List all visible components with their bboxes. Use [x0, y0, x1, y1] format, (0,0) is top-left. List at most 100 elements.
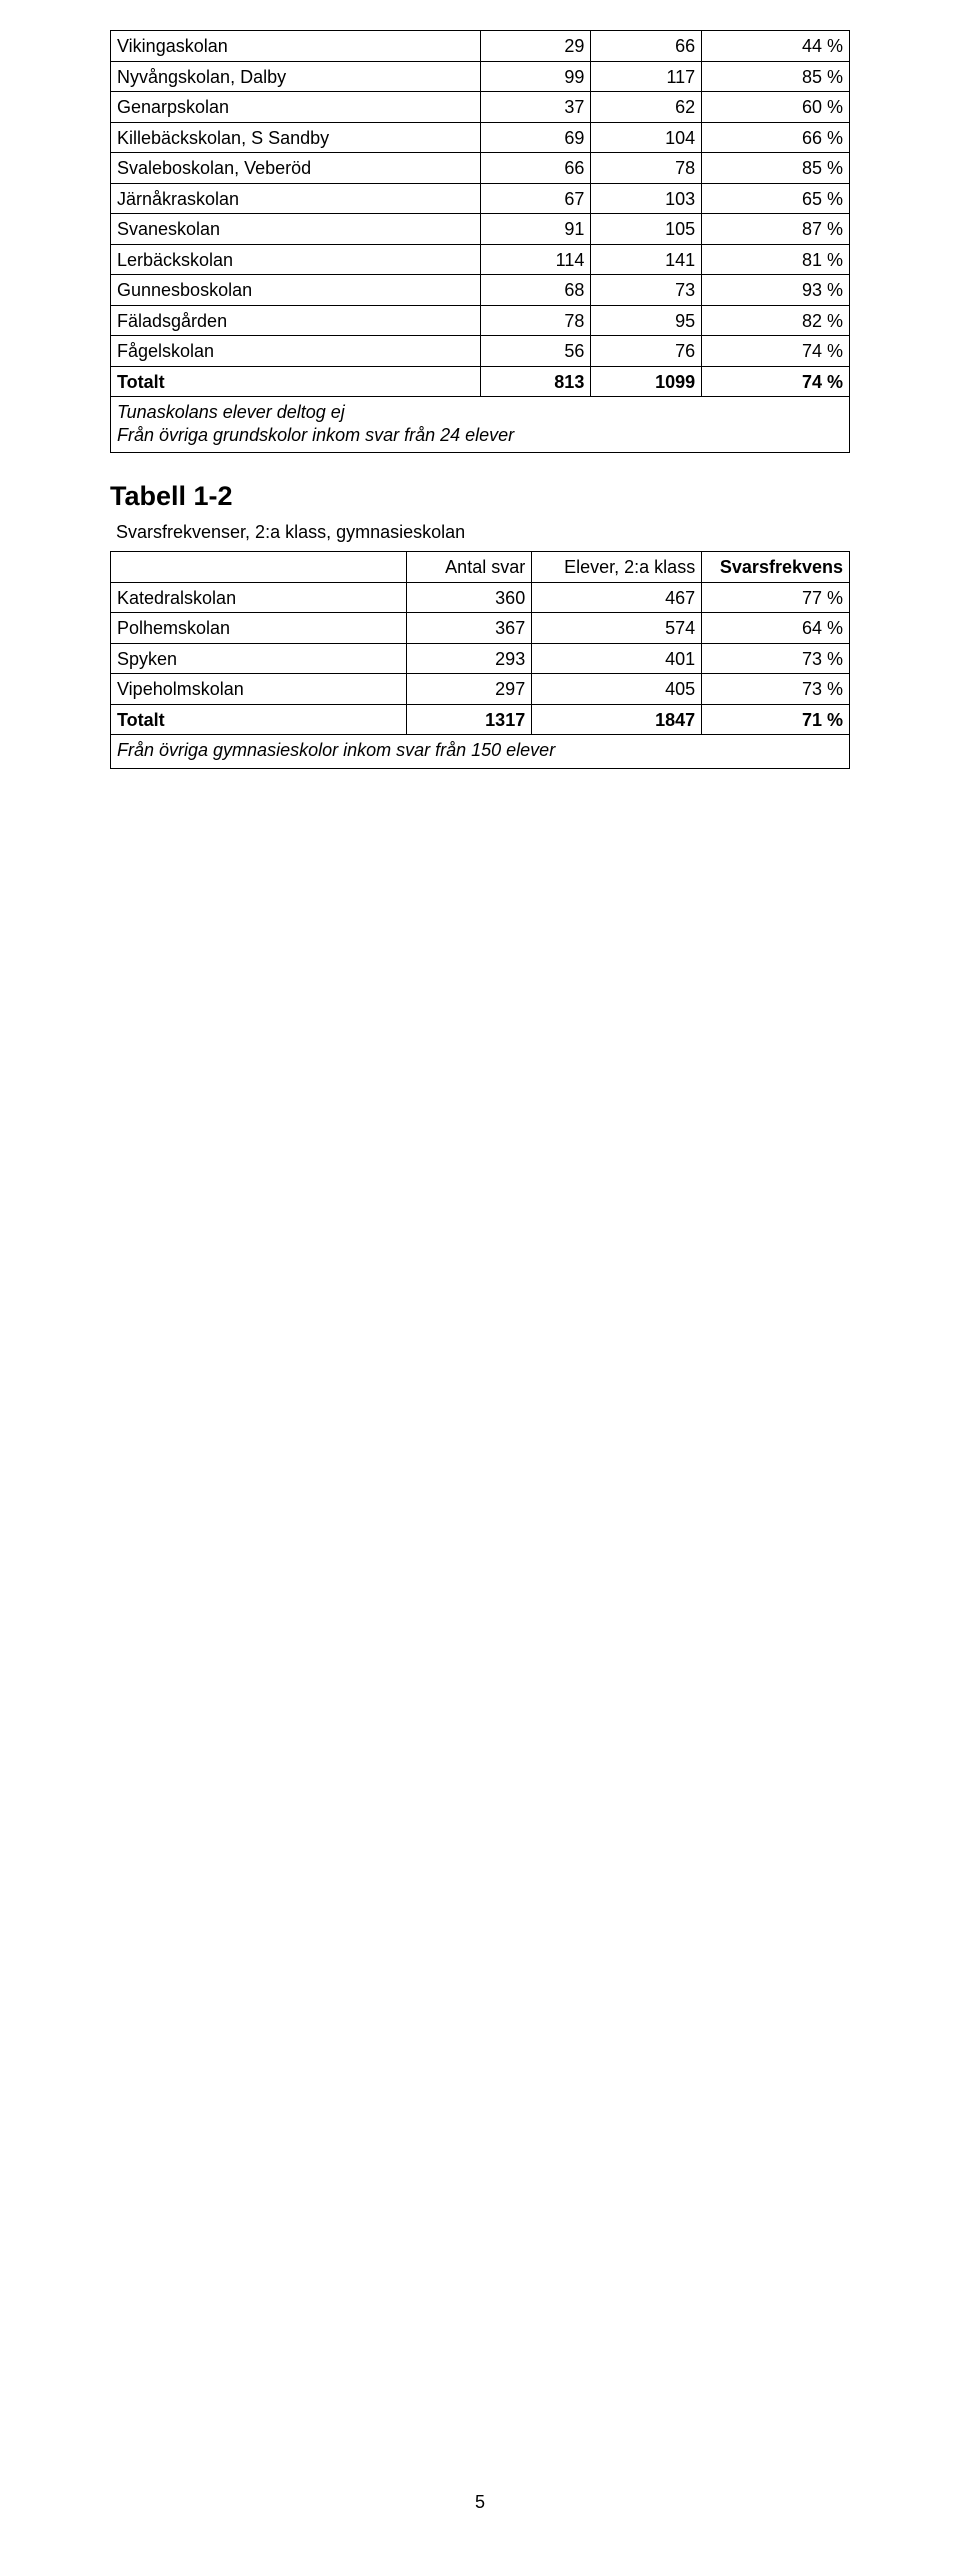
- row-label: Vipeholmskolan: [111, 674, 407, 705]
- table-row: Fäladsgården789582 %: [111, 305, 850, 336]
- row-value-b: 76: [591, 336, 702, 367]
- table-row: Killebäckskolan, S Sandby6910466 %: [111, 122, 850, 153]
- row-label: Lerbäckskolan: [111, 244, 481, 275]
- row-value-b: 467: [532, 582, 702, 613]
- row-value-c: 64 %: [702, 613, 850, 644]
- table-header-row: Antal svar Elever, 2:a klass Svarsfrekve…: [111, 552, 850, 583]
- table-row: Totalt1317184771 %: [111, 704, 850, 735]
- row-value-b: 1099: [591, 366, 702, 397]
- row-value-a: 91: [480, 214, 591, 245]
- table-row: Nyvångskolan, Dalby9911785 %: [111, 61, 850, 92]
- row-value-b: 66: [591, 31, 702, 62]
- row-value-c: 81 %: [702, 244, 850, 275]
- row-value-b: 62: [591, 92, 702, 123]
- table-row: Järnåkraskolan6710365 %: [111, 183, 850, 214]
- row-value-a: 37: [480, 92, 591, 123]
- page-number: 5: [0, 2492, 960, 2513]
- row-value-a: 66: [480, 153, 591, 184]
- col-header-svarsfrekvens: Svarsfrekvens: [702, 552, 850, 583]
- table-row: Svaleboskolan, Veberöd667885 %: [111, 153, 850, 184]
- row-value-b: 117: [591, 61, 702, 92]
- row-label: Gunnesboskolan: [111, 275, 481, 306]
- row-value-a: 69: [480, 122, 591, 153]
- row-value-b: 104: [591, 122, 702, 153]
- row-label: Katedralskolan: [111, 582, 407, 613]
- table-row: Gunnesboskolan687393 %: [111, 275, 850, 306]
- row-value-c: 71 %: [702, 704, 850, 735]
- table-row: Vikingaskolan296644 %: [111, 31, 850, 62]
- row-value-c: 77 %: [702, 582, 850, 613]
- row-value-c: 74 %: [702, 366, 850, 397]
- table-row: Fågelskolan567674 %: [111, 336, 850, 367]
- row-value-c: 85 %: [702, 61, 850, 92]
- row-value-b: 1847: [532, 704, 702, 735]
- page: Vikingaskolan296644 %Nyvångskolan, Dalby…: [0, 0, 960, 2553]
- row-value-a: 367: [406, 613, 532, 644]
- col-header-empty: [111, 552, 407, 583]
- row-value-b: 95: [591, 305, 702, 336]
- row-label: Totalt: [111, 366, 481, 397]
- row-value-c: 85 %: [702, 153, 850, 184]
- row-value-a: 114: [480, 244, 591, 275]
- col-header-antal: Antal svar: [406, 552, 532, 583]
- row-value-c: 73 %: [702, 643, 850, 674]
- table-row: Genarpskolan376260 %: [111, 92, 850, 123]
- table-footnote: Från övriga gymnasieskolor inkom svar fr…: [111, 735, 850, 769]
- row-value-a: 67: [480, 183, 591, 214]
- row-label: Svaleboskolan, Veberöd: [111, 153, 481, 184]
- row-value-a: 78: [480, 305, 591, 336]
- row-label: Spyken: [111, 643, 407, 674]
- row-label: Järnåkraskolan: [111, 183, 481, 214]
- row-value-c: 82 %: [702, 305, 850, 336]
- row-label: Killebäckskolan, S Sandby: [111, 122, 481, 153]
- row-value-c: 44 %: [702, 31, 850, 62]
- row-value-a: 360: [406, 582, 532, 613]
- table-grundskolor: Vikingaskolan296644 %Nyvångskolan, Dalby…: [110, 30, 850, 453]
- row-value-a: 56: [480, 336, 591, 367]
- row-value-a: 99: [480, 61, 591, 92]
- row-value-b: 401: [532, 643, 702, 674]
- table-row: Vipeholmskolan29740573 %: [111, 674, 850, 705]
- row-value-a: 813: [480, 366, 591, 397]
- table-row: Svaneskolan9110587 %: [111, 214, 850, 245]
- row-value-c: 73 %: [702, 674, 850, 705]
- row-value-b: 103: [591, 183, 702, 214]
- row-label: Svaneskolan: [111, 214, 481, 245]
- row-value-c: 65 %: [702, 183, 850, 214]
- row-value-c: 74 %: [702, 336, 850, 367]
- row-label: Polhemskolan: [111, 613, 407, 644]
- row-value-c: 66 %: [702, 122, 850, 153]
- table-footnote: Tunaskolans elever deltog ejFrån övriga …: [111, 397, 850, 453]
- table-row: Spyken29340173 %: [111, 643, 850, 674]
- row-label: Fäladsgården: [111, 305, 481, 336]
- row-value-a: 68: [480, 275, 591, 306]
- table-row: Katedralskolan36046777 %: [111, 582, 850, 613]
- row-value-a: 297: [406, 674, 532, 705]
- table-gymnasie: Antal svar Elever, 2:a klass Svarsfrekve…: [110, 551, 850, 769]
- row-value-b: 105: [591, 214, 702, 245]
- section-heading: Tabell 1-2: [110, 481, 850, 512]
- section-subtitle: Svarsfrekvenser, 2:a klass, gymnasieskol…: [116, 522, 850, 543]
- table-footnote-row: Tunaskolans elever deltog ejFrån övriga …: [111, 397, 850, 453]
- row-value-b: 574: [532, 613, 702, 644]
- row-label: Genarpskolan: [111, 92, 481, 123]
- row-label: Nyvångskolan, Dalby: [111, 61, 481, 92]
- row-label: Vikingaskolan: [111, 31, 481, 62]
- col-header-elever: Elever, 2:a klass: [532, 552, 702, 583]
- row-value-c: 60 %: [702, 92, 850, 123]
- row-value-c: 87 %: [702, 214, 850, 245]
- row-label: Totalt: [111, 704, 407, 735]
- row-value-c: 93 %: [702, 275, 850, 306]
- row-value-b: 73: [591, 275, 702, 306]
- table-footnote-row: Från övriga gymnasieskolor inkom svar fr…: [111, 735, 850, 769]
- row-value-a: 293: [406, 643, 532, 674]
- table-row: Lerbäckskolan11414181 %: [111, 244, 850, 275]
- row-label: Fågelskolan: [111, 336, 481, 367]
- row-value-b: 78: [591, 153, 702, 184]
- table-row: Totalt813109974 %: [111, 366, 850, 397]
- row-value-a: 29: [480, 31, 591, 62]
- row-value-b: 141: [591, 244, 702, 275]
- row-value-b: 405: [532, 674, 702, 705]
- row-value-a: 1317: [406, 704, 532, 735]
- table-row: Polhemskolan36757464 %: [111, 613, 850, 644]
